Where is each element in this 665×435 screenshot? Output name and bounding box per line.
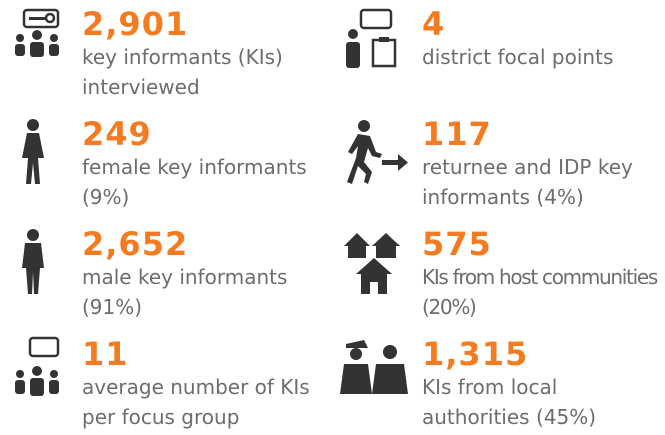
stat-label: (91%) [82,295,143,319]
male-icon [22,229,44,294]
stat-item: 4 district focal points [422,6,613,72]
stat-label: authorities (45%) [422,405,597,429]
group-key-icon [15,8,60,57]
returnee-icon [347,120,408,184]
stat-label: informants (4%) [422,185,584,209]
stat-number: 2,652 [82,225,189,263]
stat-number: 249 [82,115,152,153]
stat-item: 11 average number of KIs per focus group [82,336,310,432]
stat-item: 2,901 key informants (KIs) interviewed [82,6,283,102]
stat-number: 575 [422,225,492,263]
stat-item: 117 returnee and IDP key informants (4%) [422,116,633,212]
stat-label: interviewed [82,75,200,99]
stat-number: 117 [422,115,492,153]
stat-number: 1,315 [422,335,529,373]
female-icon [22,119,44,184]
focus-group-icon [15,336,60,396]
stat-label: KIs from host communities [422,265,658,289]
stat-label: (9%) [82,185,130,209]
stat-label: district focal points [422,45,614,69]
houses-icon [344,233,400,294]
stat-label: male key informants [82,265,288,289]
focal-point-icon [346,8,397,68]
stat-label: (20%) [422,295,477,319]
stat-item: 575 KIs from host communities (20%) [422,225,658,322]
stat-number: 4 [422,5,446,43]
stat-number: 11 [82,335,129,373]
authorities-icon [340,340,408,394]
stat-label: average number of KIs [82,375,310,399]
stat-label: per focus group [82,405,240,429]
stat-item: 2,652 male key informants (91%) [82,226,287,322]
stat-label: returnee and IDP key [422,155,633,179]
stat-label: female key informants [82,155,307,179]
stat-item: 1,315 KIs from local authorities (45%) [422,336,596,432]
stat-label: key informants (KIs) [82,45,283,69]
stat-item: 249 female key informants (9%) [82,116,307,212]
stat-number: 2,901 [82,5,189,43]
stat-label: KIs from local [422,375,558,399]
